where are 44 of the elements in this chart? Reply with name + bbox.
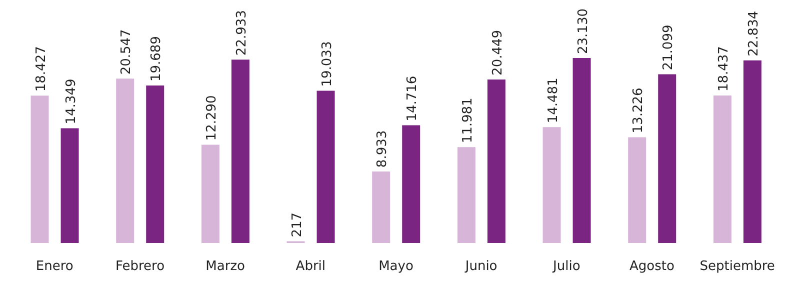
x-tick-label: Junio <box>464 259 498 274</box>
bar <box>201 144 220 243</box>
bar <box>60 128 79 243</box>
data-label: 22.933 <box>234 10 250 56</box>
bar <box>457 147 476 243</box>
x-tick-label: Agosto <box>630 259 674 274</box>
bar <box>30 96 49 243</box>
data-label: 18.437 <box>716 46 732 92</box>
bar <box>572 58 591 243</box>
data-label: 8.933 <box>375 130 390 168</box>
data-label: 19.689 <box>149 36 164 82</box>
data-label: 19.033 <box>320 41 335 87</box>
data-label: 18.427 <box>34 46 49 92</box>
data-label: 11.981 <box>460 98 476 144</box>
data-label: 22.834 <box>746 10 762 56</box>
x-tick-label: Enero <box>36 259 74 274</box>
bar <box>743 60 762 243</box>
data-label: 12.290 <box>204 95 220 141</box>
data-label: 23.130 <box>576 8 591 54</box>
bar <box>628 137 646 243</box>
bar <box>231 60 250 243</box>
bar <box>487 79 506 243</box>
x-tick-label: Julio <box>552 259 580 274</box>
data-label: 20.449 <box>490 30 506 76</box>
bar <box>542 127 561 243</box>
data-label: 14.481 <box>546 78 561 124</box>
data-label: 217 <box>290 212 305 238</box>
x-tick-label: Febrero <box>115 259 165 274</box>
data-label: 14.716 <box>405 76 420 122</box>
data-label: 21.099 <box>661 24 676 70</box>
x-tick-label: Marzo <box>206 259 246 274</box>
bar <box>402 125 420 243</box>
bar <box>372 172 390 243</box>
data-label: 14.349 <box>64 78 79 124</box>
x-tick-label: Abril <box>296 259 326 274</box>
bar <box>713 96 732 243</box>
x-tick-label: Septiembre <box>700 259 775 274</box>
bar <box>116 78 134 243</box>
data-label: 13.226 <box>631 88 646 134</box>
bar <box>658 74 676 243</box>
bar <box>146 86 164 243</box>
bar <box>316 90 335 243</box>
data-label: 20.547 <box>119 29 134 75</box>
x-tick-label: Mayo <box>378 259 414 274</box>
